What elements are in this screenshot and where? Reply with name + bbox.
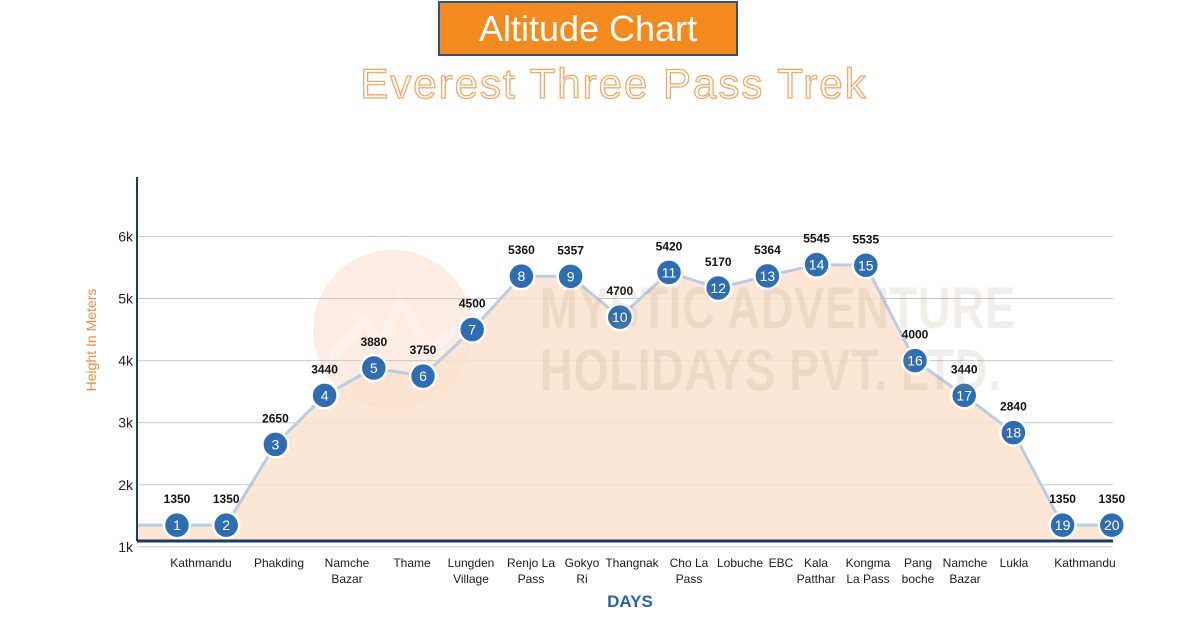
x-category-label: Thangnak (605, 556, 659, 570)
x-category-label: Pang boche (901, 556, 935, 586)
day-number: 16 (907, 353, 923, 369)
y-tick-label: 2k (118, 477, 134, 493)
y-tick-label: 3k (118, 415, 134, 431)
day-number: 6 (419, 368, 427, 384)
x-category-label: Namche Bazar (324, 556, 370, 586)
altitude-value-label: 5360 (508, 243, 535, 257)
day-number: 10 (612, 309, 628, 325)
altitude-value-label: 1350 (213, 492, 240, 506)
y-tick-label: 1k (118, 539, 134, 555)
x-category-label: Phakding (253, 556, 305, 570)
day-marker (900, 346, 930, 375)
day-marker (507, 261, 536, 291)
day-number: 14 (809, 257, 825, 273)
altitude-line (137, 263, 1114, 527)
altitude-value-label: 1350 (164, 492, 191, 506)
day-number: 9 (567, 268, 575, 284)
day-marker (457, 315, 487, 344)
day-number: 1 (173, 517, 181, 533)
day-marker (654, 258, 684, 287)
x-category-label: Lungden Village (447, 556, 495, 586)
altitude-value-label: 4700 (606, 284, 633, 298)
day-marker (605, 302, 635, 332)
altitude-value-label: 3880 (360, 335, 387, 349)
x-category-label: Namche Bazar (942, 556, 988, 586)
day-marker (310, 381, 339, 410)
x-category-label: Lukla (999, 556, 1029, 570)
day-number: 8 (518, 268, 526, 284)
x-category-label: Lobuche (716, 556, 764, 570)
altitude-value-label: 5535 (852, 232, 879, 246)
day-number: 11 (662, 264, 677, 280)
day-number: 20 (1104, 517, 1120, 533)
day-marker (999, 418, 1028, 447)
altitude-value-label: 5545 (803, 232, 830, 246)
day-number: 12 (710, 280, 726, 296)
day-marker (949, 381, 979, 410)
day-number: 3 (272, 436, 280, 452)
day-marker (703, 273, 733, 303)
day-marker (261, 430, 290, 459)
x-category-label: Kongma La Pass (845, 556, 891, 586)
day-marker (1048, 510, 1077, 540)
day-marker (1097, 510, 1127, 540)
x-category-label: EBC (768, 556, 794, 570)
chart-title: Altitude Chart (478, 7, 698, 49)
altitude-value-label: 5420 (656, 239, 683, 253)
altitude-value-label: 5170 (705, 255, 732, 269)
x-category-label: Kathmandu (170, 556, 232, 570)
day-number: 5 (370, 360, 378, 376)
x-category-label: Thame (393, 556, 431, 570)
day-number: 19 (1055, 517, 1071, 533)
day-number: 17 (956, 387, 972, 403)
x-axis-title: DAYS (607, 592, 653, 611)
y-tick-label: 5k (118, 291, 134, 307)
day-marker (556, 262, 585, 291)
chart-subtitle: Everest Three Pass Trek (360, 59, 868, 107)
day-marker (211, 510, 241, 540)
y-tick-label: 6k (118, 228, 134, 244)
altitude-value-label: 1350 (1049, 492, 1076, 506)
x-category-label: Gokyo Ri (564, 556, 600, 586)
altitude-value-label: 3750 (410, 343, 437, 357)
y-axis-title: Height In Meters (83, 288, 99, 392)
altitude-value-label: 4500 (459, 297, 486, 311)
altitude-value-label: 4000 (902, 328, 929, 342)
altitude-value-label: 1350 (1098, 492, 1125, 506)
day-number: 4 (321, 387, 329, 403)
x-category-label: Kala Patthar (796, 556, 836, 586)
x-category-label: Kathmandu (1054, 556, 1116, 570)
day-number: 13 (760, 268, 776, 284)
day-marker (408, 361, 438, 391)
day-marker (802, 250, 831, 279)
day-number: 7 (468, 322, 476, 338)
altitude-area (137, 264, 1113, 541)
day-marker (753, 261, 782, 291)
day-marker (359, 353, 389, 383)
x-category-label: Renjo La Pass (506, 556, 556, 586)
altitude-value-label: 2840 (1000, 400, 1027, 414)
day-number: 18 (1006, 425, 1022, 441)
altitude-value-label: 5357 (557, 243, 584, 257)
day-marker (162, 510, 192, 540)
day-marker (851, 251, 881, 280)
altitude-value-label: 5364 (754, 243, 781, 257)
altitude-value-label: 3440 (951, 362, 978, 376)
day-number: 2 (222, 517, 230, 533)
chart-title-box: Altitude Chart (438, 1, 738, 56)
y-tick-label: 4k (118, 353, 134, 369)
altitude-value-label: 3440 (311, 362, 338, 376)
altitude-value-label: 2650 (262, 411, 289, 425)
x-category-label: Cho La Pass (669, 556, 709, 586)
day-number: 15 (858, 257, 874, 273)
